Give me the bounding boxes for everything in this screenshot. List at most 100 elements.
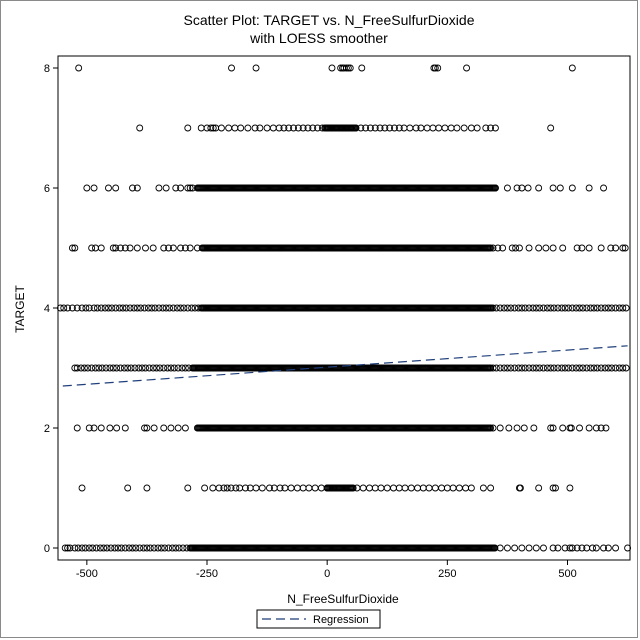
scatter-point xyxy=(558,364,566,372)
scatter-point xyxy=(175,544,183,552)
scatter-point xyxy=(559,424,567,432)
scatter-point xyxy=(543,364,551,372)
scatter-point xyxy=(112,244,120,252)
scatter-point xyxy=(593,364,601,372)
scatter-point xyxy=(162,304,170,312)
scatter-point xyxy=(323,124,331,132)
scatter-point xyxy=(136,544,144,552)
scatter-point xyxy=(172,184,180,192)
scatter-point xyxy=(494,244,502,252)
scatter-point xyxy=(604,364,612,372)
scatter-point xyxy=(309,124,317,132)
scatter-point xyxy=(359,484,367,492)
scatter-point xyxy=(508,244,516,252)
scatter-point xyxy=(328,124,336,132)
scatter-point xyxy=(554,544,562,552)
scatter-point xyxy=(93,304,101,312)
scatter-point xyxy=(106,424,114,432)
scatter-point xyxy=(150,424,158,432)
scatter-point xyxy=(228,64,235,72)
scatter-point xyxy=(209,124,217,132)
scatter-point xyxy=(550,304,558,312)
scatter-point xyxy=(157,544,165,552)
scatter-point xyxy=(114,544,122,552)
scatter-point xyxy=(185,364,193,372)
scatter-point xyxy=(299,484,307,492)
scatter-point xyxy=(92,244,99,252)
scatter-point xyxy=(84,364,92,372)
scatter-point xyxy=(342,64,350,72)
scatter-point xyxy=(155,184,163,192)
scatter-point xyxy=(97,244,105,252)
scatter-point xyxy=(521,304,529,312)
scatter-point xyxy=(258,484,266,492)
scatter-point xyxy=(532,304,540,312)
scatter-point xyxy=(90,304,98,312)
scatter-point xyxy=(85,304,93,312)
scatter-point xyxy=(227,484,235,492)
scatter-point xyxy=(98,364,106,372)
scatter-point xyxy=(441,124,449,132)
scatter-point xyxy=(188,304,196,312)
scatter-point xyxy=(162,184,170,192)
scatter-point xyxy=(242,484,249,492)
scatter-point xyxy=(530,424,538,432)
scatter-point xyxy=(169,244,177,252)
y-tick-label: 2 xyxy=(44,423,50,435)
scatter-point xyxy=(540,304,547,312)
scatter-point xyxy=(568,304,576,312)
scatter-point xyxy=(153,364,160,372)
scatter-point xyxy=(184,184,192,192)
scatter-point xyxy=(535,244,543,252)
scatter-point xyxy=(180,304,188,312)
scatter-point xyxy=(597,364,605,372)
scatter-point xyxy=(529,304,537,312)
scatter-point xyxy=(532,364,540,372)
scatter-point xyxy=(549,544,557,552)
scatter-point xyxy=(116,304,123,312)
scatter-point xyxy=(597,304,605,312)
scatter-point xyxy=(390,484,397,492)
scatter-point xyxy=(263,124,271,132)
scatter-point xyxy=(109,364,117,372)
scatter-point xyxy=(414,484,421,492)
scatter-point xyxy=(106,364,114,372)
scatter-point xyxy=(601,304,609,312)
scatter-point xyxy=(549,424,557,432)
scatter-point xyxy=(266,484,273,492)
scatter-point xyxy=(149,244,157,252)
scatter-point xyxy=(515,364,522,372)
scatter-point xyxy=(521,364,529,372)
scatter-point xyxy=(172,544,180,552)
scatter-point xyxy=(561,544,569,552)
scatter-point xyxy=(549,484,557,492)
scatter-point xyxy=(547,364,555,372)
scatter-point xyxy=(447,124,455,132)
scatter-point xyxy=(568,64,576,72)
scatter-point xyxy=(121,244,129,252)
scatter-point xyxy=(608,304,616,312)
y-tick-label: 8 xyxy=(44,63,50,75)
scatter-point xyxy=(97,304,105,312)
scatter-point xyxy=(515,304,522,312)
scatter-point xyxy=(529,364,537,372)
x-tick-label: -250 xyxy=(196,568,218,580)
scatter-point xyxy=(540,544,547,552)
legend-regression-label: Regression xyxy=(313,614,369,626)
scatter-point xyxy=(142,364,149,372)
scatter-point xyxy=(82,304,90,312)
scatter-point xyxy=(532,544,540,552)
scatter-point xyxy=(231,124,239,132)
scatter-point xyxy=(401,484,409,492)
scatter-point xyxy=(73,424,81,432)
scatter-point xyxy=(90,424,98,432)
scatter-point xyxy=(453,124,461,132)
scatter-point xyxy=(524,184,532,192)
scatter-point xyxy=(181,364,189,372)
scatter-point xyxy=(151,304,159,312)
scatter-point xyxy=(333,124,341,132)
scatter-point xyxy=(276,484,284,492)
scatter-point xyxy=(121,424,129,432)
scatter-point xyxy=(419,484,427,492)
scatter-point xyxy=(371,124,379,132)
